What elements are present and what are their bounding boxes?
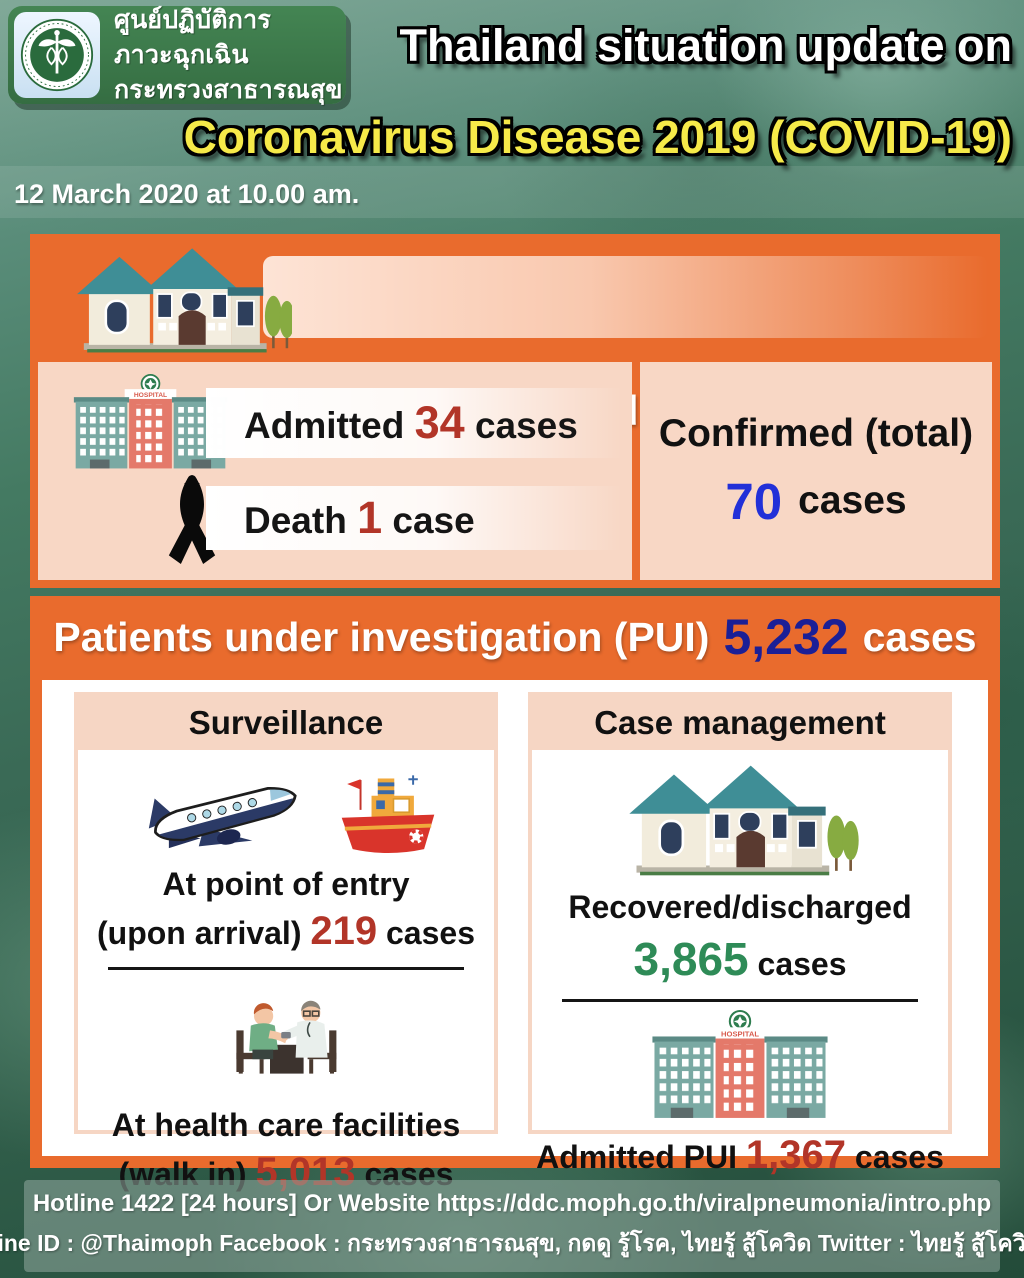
entry-line1: At point of entry xyxy=(162,866,410,902)
moph-seal-icon xyxy=(20,18,94,92)
footer-social: Line ID : @Thaimoph Facebook : กระทรวงสา… xyxy=(0,1230,1024,1256)
admitted-stat: Admitted 34 cases xyxy=(206,397,578,449)
poster-title-line1: Thailand situation update on xyxy=(399,20,1013,71)
pui-value: 5,232 xyxy=(723,609,849,665)
house-icon xyxy=(77,248,292,353)
footer-contact-band: Hotline 1422 [24 hours] Or Website https… xyxy=(0,1180,1024,1272)
entry-value: 219 xyxy=(310,909,378,953)
house-icon xyxy=(629,765,859,876)
summary-panel: Recovered/Discharged 35 cases HOSPITAL xyxy=(30,234,1000,588)
confirmed-row: 70 cases xyxy=(725,472,906,531)
agency-name: ศูนย์ปฏิบัติการภาวะฉุกเฉิน กระทรวงสาธารณ… xyxy=(114,3,346,108)
cm-recovered-label: Recovered/discharged xyxy=(568,889,912,925)
report-datetime: 12 March 2020 at 10.00 am. xyxy=(14,179,360,209)
death-stat: Death 1 case xyxy=(206,492,475,544)
surveillance-header: Surveillance xyxy=(78,696,494,750)
confirmed-label: Confirmed (total) xyxy=(658,411,974,455)
death-value: 1 xyxy=(357,492,383,543)
cm-admitted-value: 1,367 xyxy=(745,1133,846,1177)
entry-prefix: (upon arrival) xyxy=(97,915,302,951)
cm-admitted-label: Admitted PUI xyxy=(536,1139,737,1175)
admitted-label: Admitted xyxy=(244,405,405,446)
pui-title: Patients under investigation (PUI) xyxy=(53,613,710,660)
pui-content-area: Surveillance xyxy=(42,680,988,1194)
ship-icon xyxy=(341,775,435,854)
admitted-death-box: HOSPITAL Admitted 34 cases xyxy=(38,362,632,580)
agency-logo-tile xyxy=(14,12,100,98)
confirmed-value: 70 xyxy=(725,472,783,530)
cm-admitted-row: Admitted PUI 1,367 cases xyxy=(532,1133,948,1178)
pui-unit: cases xyxy=(862,613,977,660)
walkin-line2: (walk in) 5,013 cases xyxy=(78,1150,494,1195)
agency-name-line1: ศูนย์ปฏิบัติการภาวะฉุกเฉิน xyxy=(114,5,271,69)
hospital-sign-label: HOSPITAL xyxy=(134,392,167,399)
cm-recovered-row: 3,865 cases xyxy=(532,932,948,986)
surveillance-body: At point of entry (upon arrival) 219 cas… xyxy=(78,766,494,1195)
cm-recovered-unit: cases xyxy=(757,946,847,982)
poster-title-line2: Coronavirus Disease 2019 (COVID-19) xyxy=(183,111,1012,163)
confirmed-box: Confirmed (total) 70 cases xyxy=(640,362,992,580)
recovered-banner-band xyxy=(263,256,988,338)
agency-name-line2: กระทรวงสาธารณสุข xyxy=(114,75,343,104)
footer-hotline: Hotline 1422 [24 hours] Or Website https… xyxy=(32,1190,992,1217)
pui-panel: Patients under investigation (PUI) 5,232… xyxy=(30,596,1000,1194)
entry-line2: (upon arrival) 219 cases xyxy=(78,909,494,954)
surveillance-card: Surveillance xyxy=(74,692,498,1194)
admitted-unit: cases xyxy=(474,405,578,446)
admitted-value: 34 xyxy=(414,397,465,448)
case-management-header: Case management xyxy=(532,696,948,750)
pui-banner: Patients under investigation (PUI) 5,232… xyxy=(30,596,1000,678)
hospital-icon: HOSPITAL xyxy=(652,1010,828,1118)
admitted-strip: Admitted 34 cases xyxy=(206,388,622,458)
case-management-body: Recovered/discharged 3,865 cases HOSPITA… xyxy=(532,750,948,1178)
cm-admitted-unit: cases xyxy=(854,1139,944,1175)
cm-recovered-value: 3,865 xyxy=(633,933,749,985)
confirmed-unit: cases xyxy=(798,479,907,522)
case-management-divider xyxy=(562,999,918,1002)
death-label: Death xyxy=(244,500,347,541)
agency-banner: ศูนย์ปฏิบัติการภาวะฉุกเฉิน กระทรวงสาธารณ… xyxy=(8,6,346,104)
entry-icons-row xyxy=(78,766,494,860)
doctor-patient-icon xyxy=(236,1000,337,1074)
hospital-sign-label: HOSPITAL xyxy=(721,1029,759,1038)
airplane-icon xyxy=(148,786,297,849)
surveillance-divider xyxy=(108,967,464,970)
case-management-card: Case management xyxy=(528,692,952,1177)
death-strip: Death 1 case xyxy=(206,486,622,550)
date-highlight-band xyxy=(0,166,1024,218)
entry-unit: cases xyxy=(386,915,475,951)
death-unit: case xyxy=(392,500,475,541)
walkin-line1: At health care facilities xyxy=(111,1107,461,1143)
